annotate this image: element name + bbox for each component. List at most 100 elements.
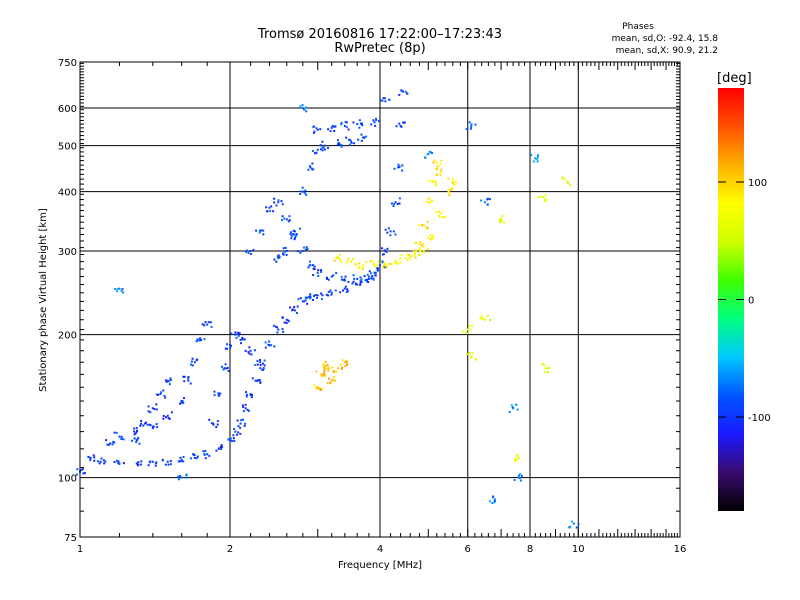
data-point: [258, 359, 261, 362]
data-point: [335, 370, 338, 373]
data-point: [245, 249, 248, 252]
data-point: [324, 360, 327, 363]
data-point: [226, 347, 229, 350]
x-tick-label: 1: [77, 544, 83, 555]
data-point: [83, 471, 86, 474]
data-point: [381, 247, 384, 250]
data-point: [406, 253, 409, 256]
data-point: [376, 267, 379, 270]
data-point: [433, 180, 436, 183]
data-point: [212, 423, 215, 426]
data-point: [488, 198, 491, 201]
data-point: [422, 224, 425, 227]
data-point: [327, 290, 330, 293]
data-point: [431, 152, 434, 155]
data-point: [293, 305, 296, 308]
data-point: [133, 433, 136, 436]
data-point: [320, 373, 323, 376]
data-point: [139, 463, 142, 466]
data-point: [240, 342, 243, 345]
data-point: [229, 344, 232, 347]
data-point: [536, 156, 539, 159]
data-point: [345, 291, 348, 294]
data-point: [331, 378, 334, 381]
data-point: [513, 479, 516, 482]
y-tick-label: 200: [58, 331, 77, 342]
data-point: [216, 420, 219, 423]
data-point: [421, 243, 424, 246]
data-point: [245, 250, 248, 253]
data-point: [499, 221, 502, 224]
data-point: [313, 130, 316, 133]
data-point: [143, 422, 146, 425]
data-point: [337, 141, 340, 144]
data-point: [419, 250, 422, 253]
data-point: [241, 338, 244, 341]
data-point: [307, 295, 310, 298]
data-point: [320, 269, 323, 272]
data-point: [341, 366, 344, 369]
data-point: [164, 416, 167, 419]
data-point: [376, 264, 379, 267]
data-point: [569, 526, 572, 529]
data-point: [267, 343, 270, 346]
data-point: [432, 161, 435, 164]
data-point: [327, 366, 330, 369]
data-point: [491, 502, 494, 505]
data-point: [383, 97, 386, 100]
data-point: [251, 393, 254, 396]
data-point: [358, 119, 361, 122]
data-point: [135, 426, 138, 429]
data-point: [326, 277, 329, 280]
data-point: [394, 262, 397, 265]
data-point: [383, 266, 386, 269]
data-point: [133, 430, 136, 433]
data-point: [103, 462, 106, 465]
data-point: [121, 288, 124, 291]
data-point: [256, 360, 259, 363]
data-point: [238, 332, 241, 335]
data-point: [206, 323, 209, 326]
data-point: [398, 202, 401, 205]
data-point: [262, 229, 265, 232]
data-point: [518, 477, 521, 480]
data-point: [344, 121, 347, 124]
data-point: [81, 468, 84, 471]
data-point: [93, 459, 96, 462]
data-point: [354, 283, 357, 286]
data-point: [247, 351, 250, 354]
data-point: [272, 210, 275, 213]
data-point: [354, 262, 357, 265]
data-point: [244, 422, 247, 425]
data-point: [109, 442, 112, 445]
data-point: [161, 458, 164, 461]
data-point: [292, 229, 295, 232]
data-point: [342, 289, 345, 292]
data-point: [363, 136, 366, 139]
data-point: [217, 394, 220, 397]
data-point: [254, 379, 257, 382]
data-point: [249, 349, 252, 352]
data-point: [530, 153, 533, 156]
data-point: [359, 276, 362, 279]
data-point: [484, 318, 487, 321]
data-point: [120, 435, 123, 438]
data-point: [312, 295, 315, 298]
x-tick-label: 4: [377, 544, 383, 555]
data-point: [96, 460, 99, 463]
data-point: [189, 363, 192, 366]
data-point: [381, 253, 384, 256]
data-point: [348, 143, 351, 146]
data-point: [182, 460, 185, 463]
data-point: [534, 157, 537, 160]
data-point: [281, 316, 284, 319]
data-point: [320, 298, 323, 301]
data-point: [183, 380, 186, 383]
data-point: [283, 217, 286, 220]
data-point: [270, 344, 273, 347]
data-point: [343, 287, 346, 290]
data-point: [381, 99, 384, 102]
data-point: [385, 250, 388, 253]
data-point: [367, 277, 370, 280]
data-point: [243, 424, 246, 427]
